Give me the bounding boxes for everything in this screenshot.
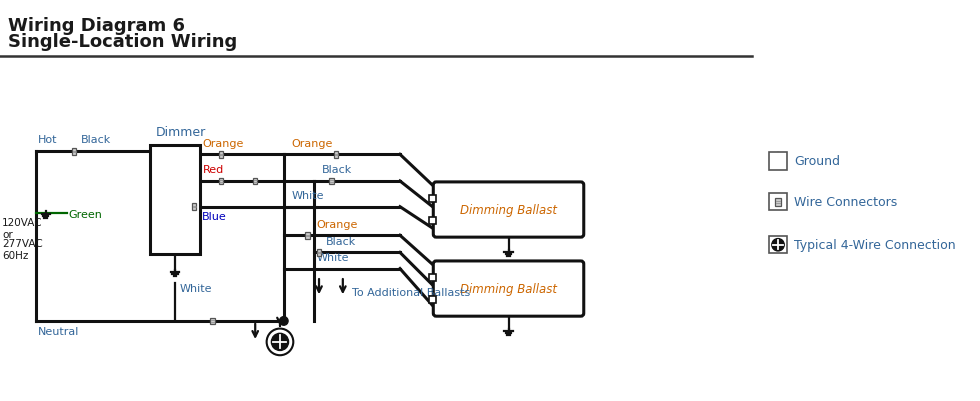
Bar bbox=[769, 153, 787, 170]
Text: Dimming Ballast: Dimming Ballast bbox=[460, 282, 557, 295]
Text: Dimmer: Dimmer bbox=[156, 126, 206, 139]
Bar bbox=[334, 152, 338, 158]
FancyBboxPatch shape bbox=[433, 182, 584, 237]
Text: Neutral: Neutral bbox=[38, 326, 79, 336]
Bar bbox=[429, 274, 436, 282]
Text: Green: Green bbox=[69, 210, 103, 220]
Bar bbox=[253, 178, 258, 185]
Text: Ground: Ground bbox=[794, 155, 840, 168]
Bar bbox=[73, 149, 76, 155]
Text: Hot: Hot bbox=[38, 134, 58, 144]
Text: White: White bbox=[291, 190, 324, 200]
Text: White: White bbox=[317, 252, 349, 262]
Text: Black: Black bbox=[325, 236, 356, 246]
Text: White: White bbox=[180, 283, 213, 293]
Text: Wire Connectors: Wire Connectors bbox=[794, 196, 898, 209]
Text: Orange: Orange bbox=[291, 138, 333, 148]
Text: Dimming Ballast: Dimming Ballast bbox=[460, 204, 557, 217]
Text: To Additional Ballasts: To Additional Ballasts bbox=[353, 288, 470, 298]
Text: Blue: Blue bbox=[202, 212, 226, 222]
Text: Red: Red bbox=[203, 165, 224, 175]
Bar bbox=[429, 217, 436, 225]
Circle shape bbox=[267, 329, 293, 355]
Text: 120VAC: 120VAC bbox=[2, 218, 42, 228]
Bar bbox=[769, 194, 787, 211]
Bar bbox=[775, 198, 780, 206]
Bar bbox=[317, 249, 321, 256]
Bar bbox=[306, 232, 310, 239]
Bar bbox=[329, 178, 333, 185]
Text: Orange: Orange bbox=[317, 219, 358, 229]
Circle shape bbox=[279, 317, 288, 326]
Bar bbox=[219, 178, 223, 185]
Bar bbox=[769, 237, 787, 254]
Text: or: or bbox=[2, 229, 13, 239]
Circle shape bbox=[772, 239, 784, 251]
FancyBboxPatch shape bbox=[433, 261, 584, 316]
Bar bbox=[219, 152, 223, 158]
Text: Black: Black bbox=[81, 134, 111, 144]
Bar bbox=[429, 195, 436, 203]
Text: 277VAC: 277VAC bbox=[2, 239, 43, 249]
Bar bbox=[151, 146, 200, 255]
Text: Black: Black bbox=[321, 165, 352, 175]
Text: Single-Location Wiring: Single-Location Wiring bbox=[8, 33, 237, 51]
Bar bbox=[429, 296, 436, 304]
Text: Typical 4-Wire Connection: Typical 4-Wire Connection bbox=[794, 239, 956, 252]
Text: 60Hz: 60Hz bbox=[2, 250, 28, 260]
Circle shape bbox=[271, 334, 288, 350]
Text: Wiring Diagram 6: Wiring Diagram 6 bbox=[8, 17, 184, 35]
Bar bbox=[192, 204, 196, 211]
Bar bbox=[210, 318, 215, 324]
Text: Orange: Orange bbox=[203, 138, 244, 148]
